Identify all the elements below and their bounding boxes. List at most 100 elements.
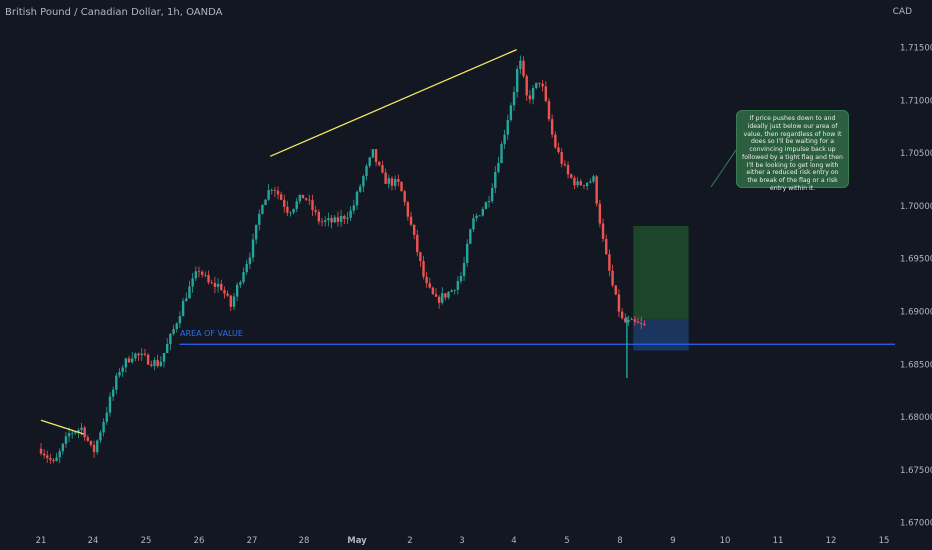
candle-body [96,440,99,453]
candle-body [258,213,261,225]
risk-zone [633,318,689,351]
x-axis-label: 27 [247,536,258,546]
candle-body [378,162,381,166]
candle-body [169,333,172,345]
candle-body [162,353,166,362]
candle-body [286,206,289,213]
candle-body [570,174,573,178]
annotation-note[interactable]: If price pushes down to and ideally just… [736,110,849,192]
candle-body [475,215,478,219]
candle-body [248,257,252,264]
candle-body [210,282,213,284]
candle-body [181,301,185,317]
y-axis-label: 1.68500 [900,360,932,370]
candle-body [146,354,150,365]
candle-body [229,295,232,307]
candle-body [131,358,134,363]
candle-body [232,296,236,307]
candle-body [311,200,314,211]
candle-body [566,165,570,175]
candle-body [52,459,55,461]
candle-body [487,201,491,203]
candle-body [627,320,630,323]
candle-body [317,211,321,222]
candle-body [582,185,586,186]
candle-body [630,319,633,321]
candle-body [242,272,245,283]
candle-body [434,294,438,297]
y-axis-label: 1.67500 [900,466,932,476]
candle-body [608,254,611,271]
candle-body [314,210,317,212]
candle-body [589,181,592,183]
candle-body [509,105,513,121]
candle-body [74,432,77,434]
candle-body [368,157,371,166]
candle-body [92,444,96,453]
y-axis-label: 1.70000 [900,202,932,212]
candle-body [550,119,554,135]
y-axis-label: 1.68000 [900,413,932,423]
candle-body [522,60,525,77]
candle-body [472,218,475,230]
candle-body [105,412,108,422]
candle-body [245,263,248,273]
candle-body [535,82,538,89]
candle-body [538,82,541,84]
candle-body [172,329,175,334]
candle-body [469,229,472,244]
candle-body [409,216,413,225]
candle-body [374,149,378,163]
x-axis-label: 4 [511,536,516,546]
candle-body [102,421,105,433]
candle-body [124,358,128,368]
candle-body [115,375,118,390]
candle-body [270,189,273,191]
candle-body [585,182,589,186]
candle-body [425,276,428,284]
candle-body [636,321,640,324]
x-axis-label: 24 [88,536,99,546]
candle-body [71,433,74,434]
candle-body [528,95,532,100]
candle-body [620,311,624,319]
candle-body [506,120,509,135]
candle-body [127,358,131,363]
candle-body [178,316,182,324]
candle-body [276,190,280,195]
x-axis-label: 8 [617,536,622,546]
candle-body [503,134,506,145]
candle-body [267,190,270,200]
candle-body [99,432,102,441]
y-axis-label: 1.71000 [900,96,932,106]
candle-body [330,218,333,223]
candle-body [422,261,425,277]
candle-body [431,287,435,295]
candle-body [563,163,567,166]
candle-body [333,217,336,223]
candle-body [194,271,198,279]
candle-body [390,178,394,186]
target-zone [633,225,689,319]
candle-body [355,191,359,206]
candle-body [261,205,264,214]
area-of-value-label: AREA OF VALUE [180,329,243,338]
candle-body [419,252,422,262]
candle-body [601,223,605,239]
candle-body [541,83,544,87]
x-axis-label: 3 [459,536,464,546]
candle-body [573,177,576,186]
candle-body [150,364,153,366]
y-axis-label: 1.70500 [900,149,932,159]
x-axis-label: 9 [670,536,675,546]
candle-body [39,448,43,454]
candle-body [349,210,352,218]
candle-body [643,323,646,326]
candle-body [279,194,283,200]
candle-body [400,181,403,192]
candle-body [235,284,239,297]
candle-body [554,134,557,148]
candle-body [406,202,410,217]
x-axis-label: 5 [564,536,569,546]
